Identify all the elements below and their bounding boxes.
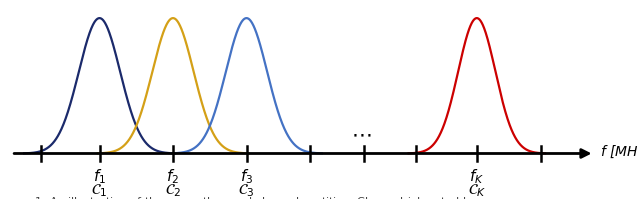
Text: $\cdots$: $\cdots$ — [351, 124, 372, 144]
Text: $f_{1}$: $f_{1}$ — [93, 167, 106, 186]
Text: $f_{K}$: $f_{K}$ — [469, 167, 484, 186]
Text: $\mathcal{C}_{3}$: $\mathcal{C}_{3}$ — [238, 182, 255, 199]
Text: $\longrightarrow$ 1: An illustration of the non-orthogonal channel partition. Ch: $\longrightarrow$ 1: An illustration of … — [12, 195, 478, 199]
Text: $\mathcal{C}_{2}$: $\mathcal{C}_{2}$ — [164, 182, 181, 199]
Text: $f_{3}$: $f_{3}$ — [240, 167, 253, 186]
Text: $f$ [MH: $f$ [MH — [600, 144, 639, 160]
Text: $\mathcal{C}_{1}$: $\mathcal{C}_{1}$ — [92, 182, 108, 199]
Text: $f_{2}$: $f_{2}$ — [166, 167, 180, 186]
Text: $\mathcal{C}_{K}$: $\mathcal{C}_{K}$ — [468, 182, 486, 199]
